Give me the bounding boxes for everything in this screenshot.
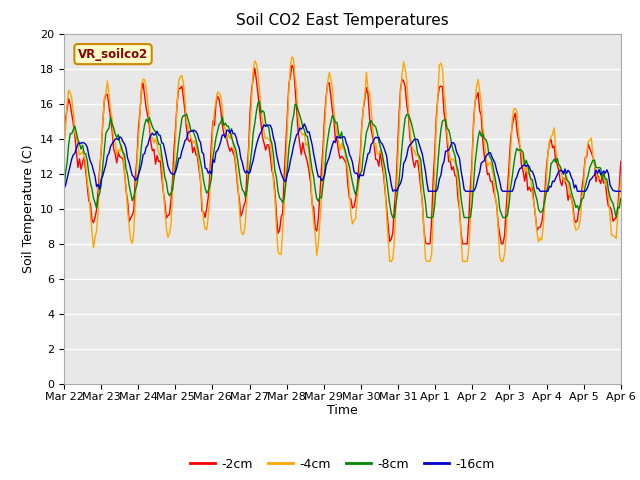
Y-axis label: Soil Temperature (C): Soil Temperature (C) <box>22 144 35 273</box>
Title: Soil CO2 East Temperatures: Soil CO2 East Temperatures <box>236 13 449 28</box>
Text: VR_soilco2: VR_soilco2 <box>78 48 148 60</box>
Legend: -2cm, -4cm, -8cm, -16cm: -2cm, -4cm, -8cm, -16cm <box>186 453 499 476</box>
X-axis label: Time: Time <box>327 405 358 418</box>
